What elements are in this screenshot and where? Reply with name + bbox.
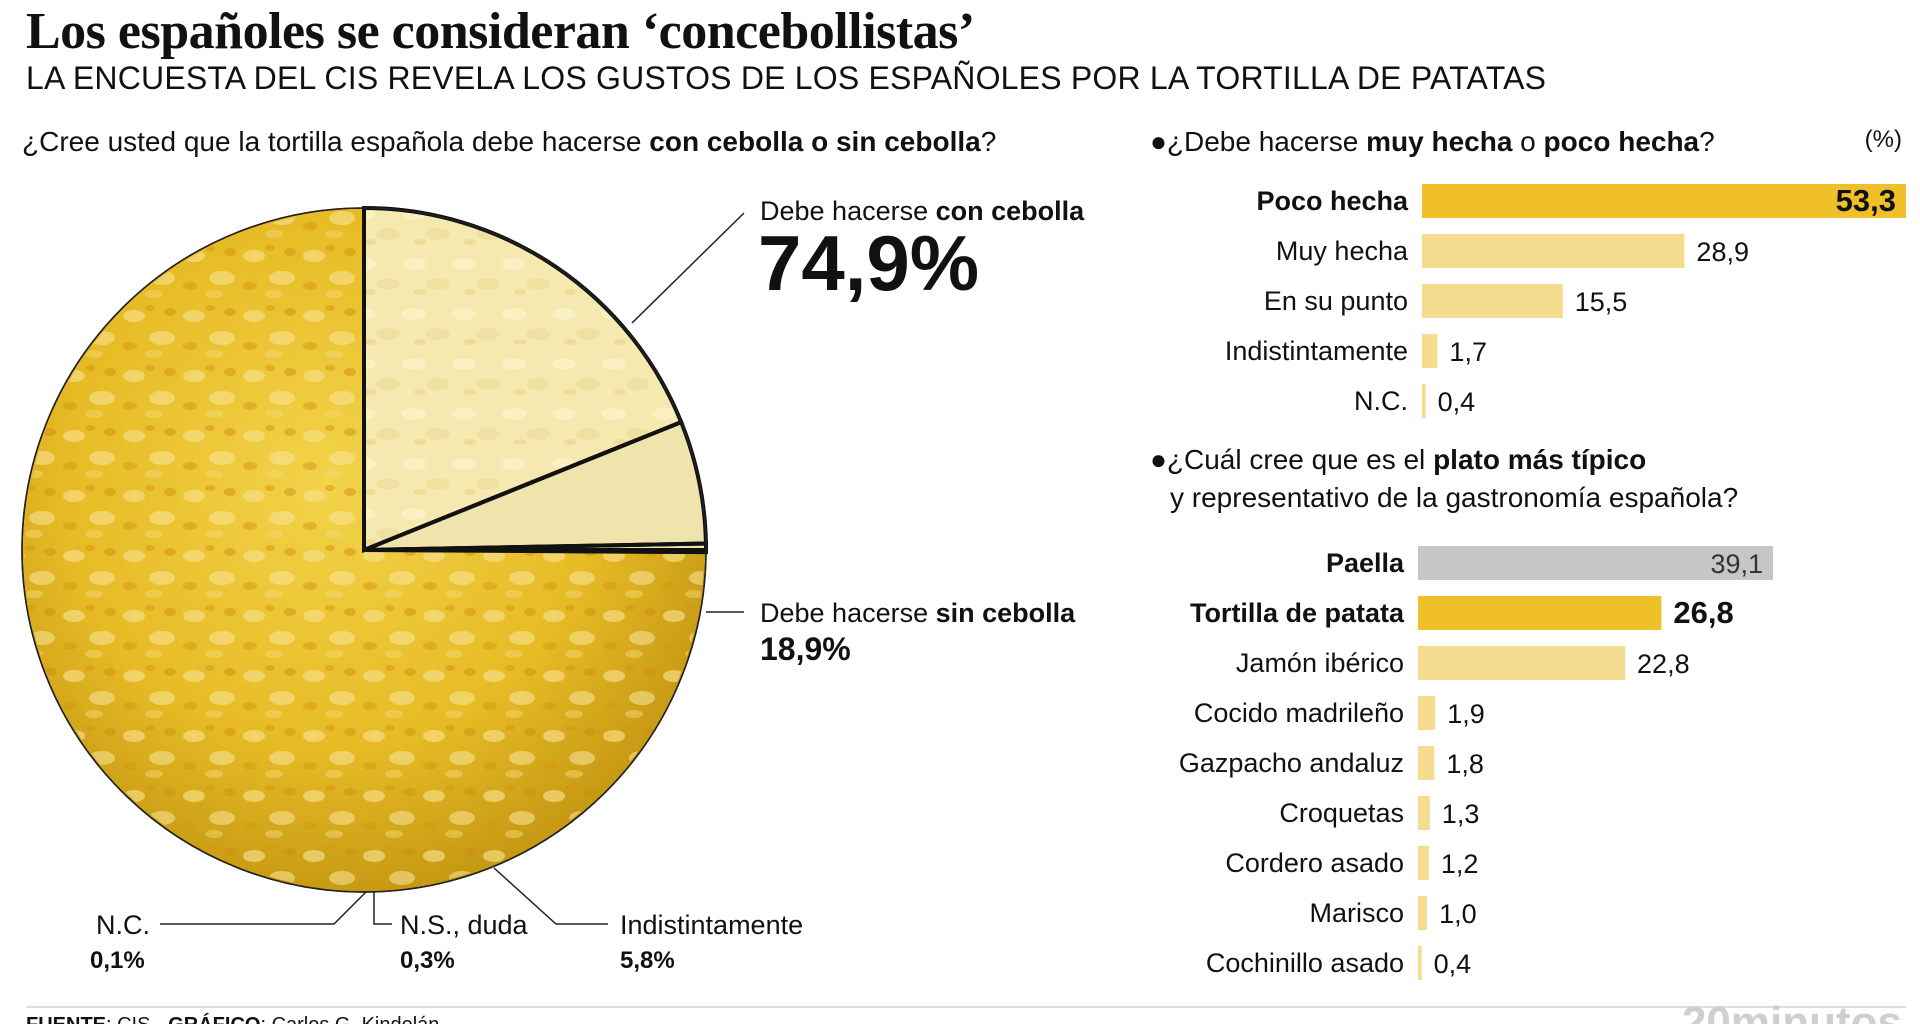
dish-value-8: 0,4 [1434,949,1472,979]
dish-bar-6 [1418,846,1429,880]
doneness-label-2: En su punto [1264,286,1408,316]
dish-value-4: 1,8 [1446,749,1484,779]
doneness-label-4: N.C. [1354,386,1408,416]
dish-bar-5 [1418,796,1430,830]
dish-bar-8 [1418,946,1422,980]
dish-label-7: Marisco [1309,898,1404,928]
leader-ns-duda [373,892,392,925]
doneness-bar-chart: Poco hecha 53,3 Muy hecha 28,9 En su punto 15… [1225,183,1906,418]
dish-label-3: Cocido madrileño [1194,698,1404,728]
pie-slice-border-4 [363,548,709,555]
leader-con-cebolla [631,212,745,324]
page-title: Los españoles se consideran ‘concebollis… [26,3,975,60]
brand-logo: 20minutos [1681,998,1902,1024]
dish-question: ●¿Cuál cree que es el plato más típico [1150,444,1647,475]
label-ns-duda: N.S., duda [400,910,529,940]
dish-bar-0 [1418,546,1774,580]
dish-label-8: Cochinillo asado [1206,948,1404,978]
footer-divider [26,1006,1906,1008]
doneness-value-0: 53,3 [1836,183,1896,218]
dish-value-6: 1,2 [1441,849,1479,879]
dish-label-2: Jamón ibérico [1236,648,1404,678]
page-subtitle: LA ENCUESTA DEL CIS REVELA LOS GUSTOS DE… [26,60,1547,96]
value-indistintamente: 5,8% [620,947,675,974]
dish-label-4: Gazpacho andaluz [1179,748,1404,778]
dish-bar-4 [1418,746,1435,780]
dish-value-2: 22,8 [1637,649,1690,679]
doneness-value-1: 28,9 [1696,237,1749,267]
dish-question-line2: y representativo de la gastronomía españ… [1170,482,1739,513]
label-indistintamente: Indistintamente [620,910,803,940]
doneness-value-2: 15,5 [1575,287,1628,317]
label-con-cebolla: Debe hacerse con cebolla [760,196,1085,226]
leader-indistintamente [493,867,608,925]
dish-bar-chart: Paella 39,1 Tortilla de patata 26,8 Jamón ib… [1179,546,1774,980]
doneness-label-3: Indistintamente [1225,336,1408,366]
doneness-question: ●¿Debe hacerse muy hecha o poco hecha? [1150,126,1715,157]
doneness-bar-1 [1422,234,1685,268]
dish-label-6: Cordero asado [1225,848,1404,878]
dish-bar-1 [1418,596,1662,630]
value-con-cebolla: 74,9% [758,219,979,307]
label-nc: N.C. [96,910,150,940]
pie-rim [21,207,707,893]
dish-value-3: 1,9 [1447,699,1485,729]
doneness-label-1: Muy hecha [1276,236,1409,266]
doneness-bar-0 [1422,184,1906,218]
dish-value-1: 26,8 [1673,595,1733,630]
value-nc: 0,1% [90,947,145,974]
doneness-value-4: 0,4 [1438,387,1476,417]
dish-value-7: 1,0 [1439,899,1477,929]
footer-credits: FUENTE: CIS · GRÁFICO: Carlos G. Kindelá… [26,1014,439,1024]
label-sin-cebolla: Debe hacerse sin cebolla [760,598,1076,628]
value-ns-duda: 0,3% [400,947,455,974]
dish-label-1: Tortilla de patata [1190,598,1405,628]
pie-chart [21,205,709,893]
dish-label-0: Paella [1326,548,1405,578]
doneness-label-0: Poco hecha [1256,186,1409,216]
leader-nc [160,891,367,925]
doneness-bar-3 [1422,334,1438,368]
pie-slice-texture-1 [364,210,680,550]
dish-value-5: 1,3 [1442,799,1480,829]
value-sin-cebolla: 18,9% [760,631,851,667]
pie-question: ¿Cree usted que la tortilla española deb… [22,126,997,157]
unit-label: (%) [1864,126,1902,153]
dish-bar-7 [1418,896,1428,930]
dish-label-5: Croquetas [1279,798,1404,828]
doneness-bar-2 [1422,284,1563,318]
dish-bar-3 [1418,696,1436,730]
doneness-value-3: 1,7 [1449,337,1487,367]
doneness-bar-4 [1422,384,1426,418]
dish-value-0: 39,1 [1710,549,1763,579]
dish-bar-2 [1418,646,1626,680]
